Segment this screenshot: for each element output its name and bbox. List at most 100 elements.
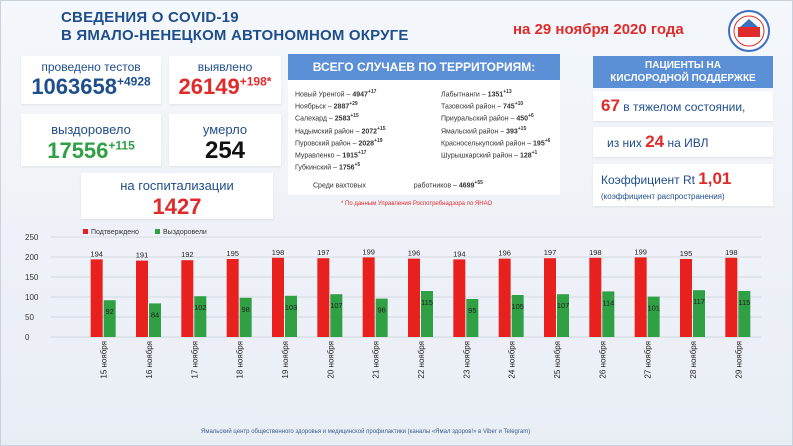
territory-row: Тазовский район – 745+10 xyxy=(441,101,523,110)
bar-value-label: 198 xyxy=(725,248,738,257)
died-card: умерло 254 xyxy=(169,114,281,166)
ivl-line: из них 24 на ИВЛ xyxy=(607,132,709,152)
territory-value: 1915 xyxy=(342,152,358,160)
bar-value-label: 191 xyxy=(136,251,149,260)
recovered-bar xyxy=(738,291,751,337)
territory-delta: +15 xyxy=(350,113,359,120)
territory-value: 1756 xyxy=(338,164,355,172)
rt-card: Коэффициент Rt 1,01 (коэффициент распрос… xyxy=(593,164,773,206)
recovered-bar xyxy=(375,298,388,337)
recovered-bar xyxy=(285,295,297,337)
territory-delta: +1 xyxy=(531,150,538,156)
legend-swatch xyxy=(155,229,160,234)
bar-value-label: 194 xyxy=(90,249,103,258)
bar-value-label: 98 xyxy=(241,305,249,314)
bar-value-label: 199 xyxy=(634,247,647,256)
tests-card: проведено тестов 1063658+4928 xyxy=(21,56,161,104)
bar-value-label: 196 xyxy=(408,249,421,258)
shift-label-b: работников – xyxy=(413,182,457,190)
territory-row: Пуровский район – 2028+19 xyxy=(295,138,383,147)
severe-label: в тяжелом состоянии, xyxy=(623,100,746,114)
territory-delta: +6 xyxy=(544,137,551,144)
bar-value-label: 197 xyxy=(317,248,330,257)
territory-delta: +17 xyxy=(367,89,377,95)
detected-value-line: 26149+198* xyxy=(169,74,281,100)
tests-value: 1063658 xyxy=(31,74,117,99)
recovered-delta: +115 xyxy=(108,138,135,153)
bar-value-label: 107 xyxy=(557,301,570,310)
territory-delta: +5 xyxy=(354,162,361,169)
x-tick-label: 16 ноября xyxy=(145,341,154,379)
bar-value-label: 195 xyxy=(226,249,239,258)
bar-value-label: 194 xyxy=(453,249,466,258)
confirmed-bar xyxy=(498,258,511,337)
bar-value-label: 92 xyxy=(105,307,113,316)
territory-name: Шурышкарский район – xyxy=(441,152,518,160)
territory-value: 393 xyxy=(506,127,518,135)
bar-value-label: 195 xyxy=(680,249,693,258)
legend-label: Выздоровели xyxy=(163,229,207,236)
territory-row: Ноябрьск – 2887+29 xyxy=(295,101,358,110)
bar-value-label: 197 xyxy=(544,248,557,257)
territory-name: Ямальский район – xyxy=(441,127,505,135)
x-tick-label: 17 ноября xyxy=(190,341,199,379)
territory-value: 2887 xyxy=(333,103,350,111)
territory-value: 4947 xyxy=(352,91,368,99)
severe-value: 67 xyxy=(601,96,620,115)
territories-heading: ВСЕГО СЛУЧАЕВ ПО ТЕРРИТОРИЯМ: xyxy=(288,54,560,80)
recovered-label: выздоровело xyxy=(51,122,131,137)
detected-delta: +198* xyxy=(239,74,272,89)
territory-row: Надымский район – 2072+15 xyxy=(295,126,386,135)
page-title: СВЕДЕНИЯ О COVID-19 В ЯМАЛО-НЕНЕЦКОМ АВТ… xyxy=(61,9,409,45)
detected-label: выявлено xyxy=(197,60,253,74)
x-tick-label: 21 ноября xyxy=(372,341,381,379)
title-line-1: СВЕДЕНИЯ О COVID-19 xyxy=(61,9,239,26)
confirmed-bar xyxy=(136,260,148,337)
confirmed-bar xyxy=(272,257,284,337)
territory-value: 2583 xyxy=(334,115,351,123)
bar-value-label: 102 xyxy=(194,303,207,312)
territory-row: Губкинский – 1756+5 xyxy=(295,162,360,171)
tests-label: проведено тестов xyxy=(41,60,141,74)
confirmed-bar xyxy=(317,258,330,337)
territory-name: Красноселькупский район – xyxy=(441,140,532,148)
territory-row: Лабытнанги – 1351+13 xyxy=(441,89,512,98)
territory-row: Красноселькупский район – 195+6 xyxy=(441,138,550,147)
recovered-bar xyxy=(421,291,433,337)
territory-delta: +29 xyxy=(349,101,358,108)
territory-name: Губкинский – xyxy=(295,164,337,172)
recovered-card: выздоровело 17556+115 xyxy=(21,114,161,166)
confirmed-bar xyxy=(453,259,466,337)
territory-name: Ноябрьск – xyxy=(295,103,332,111)
recovered-bar xyxy=(647,296,660,337)
legend-label: Подтверждено xyxy=(91,229,139,236)
bar-value-label: 117 xyxy=(693,297,705,306)
tests-value-line: 1063658+4928 xyxy=(21,74,161,100)
shift-workers-row: Среди вахтовых работников – 4699+55 xyxy=(313,180,483,189)
confirmed-bar xyxy=(544,258,556,337)
territory-name: Тазовский район – xyxy=(441,103,502,111)
territory-name: Лабытнанги – xyxy=(441,91,486,99)
territory-delta: +15 xyxy=(377,125,386,132)
ivl-card: из них 24 на ИВЛ xyxy=(593,127,773,157)
recovered-bar xyxy=(194,296,207,337)
x-tick-label: 15 ноября xyxy=(100,341,109,379)
x-tick-label: 25 ноября xyxy=(553,341,562,379)
bar-value-label: 115 xyxy=(421,298,433,307)
confirmed-bar xyxy=(90,259,103,337)
y-tick-label: 0 xyxy=(25,333,30,342)
bar-value-label: 192 xyxy=(181,250,194,259)
x-tick-label: 24 ноября xyxy=(508,341,517,379)
confirmed-bar xyxy=(226,259,239,337)
x-tick-label: 20 ноября xyxy=(326,341,335,379)
severe-card: 67 в тяжелом состоянии, xyxy=(593,91,773,121)
report-date: на 29 ноября 2020 года xyxy=(513,21,684,38)
health-logo-icon xyxy=(728,10,770,52)
x-tick-label: 26 ноября xyxy=(598,341,607,379)
source-note: * По данным Управления Роспотребнадзора … xyxy=(341,201,493,207)
y-tick-label: 50 xyxy=(25,313,34,322)
recovered-value-line: 17556+115 xyxy=(21,138,161,164)
bar-value-label: 95 xyxy=(468,306,476,315)
confirmed-bar xyxy=(589,257,602,337)
